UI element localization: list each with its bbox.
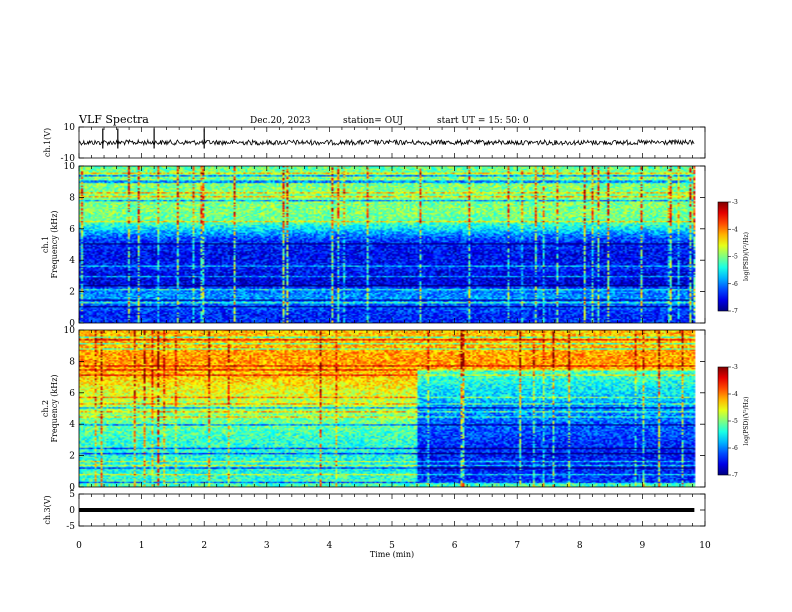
- ch1-trace: [78, 138, 695, 147]
- spectrogram-image: [79, 166, 705, 323]
- x-tick-label: 2: [201, 541, 207, 551]
- x-axis-label: Time (min): [370, 550, 414, 559]
- y-axis-label: Frequency (kHz): [50, 374, 59, 442]
- station-label: station= OUJ: [343, 116, 403, 126]
- y-tick-label: 0: [69, 483, 75, 493]
- x-tick-label: 10: [699, 541, 711, 551]
- y-tick-label: 6: [69, 225, 75, 235]
- y-tick-label: -10: [61, 154, 76, 164]
- y-axis-label: ch.3(V): [43, 495, 52, 524]
- y-tick-label: 10: [64, 162, 76, 172]
- y-tick-label: 8: [69, 193, 75, 203]
- colorbar-tick-label: -3: [732, 199, 738, 206]
- colorbar-tick-label: -4: [732, 391, 738, 398]
- ch1-spectrogram-panel: 0 2 4 6 8 10 ch.1 Frequency (kHz): [41, 162, 706, 329]
- y-tick-label: 2: [69, 452, 75, 462]
- colorbar-tick-label: -4: [732, 226, 738, 233]
- x-tick-label: 5: [389, 541, 395, 551]
- y-axis-label: ch.2: [41, 400, 50, 417]
- y-tick-label: 10: [64, 123, 76, 133]
- start-time-label: start UT = 15: 50: 0: [437, 116, 529, 126]
- x-tick-label: 6: [452, 541, 458, 551]
- colorbar-tick-label: -3: [732, 364, 738, 371]
- y-tick-label: 0: [69, 506, 75, 516]
- colorbar-label: log(PSD)(V²/Hz): [743, 232, 750, 281]
- y-axis-label: Frequency (kHz): [50, 210, 59, 278]
- ch2-colorbar: -3 -4 -5 -6 -7 log(PSD)(V²/Hz): [717, 364, 750, 479]
- colorbar-label: log(PSD)(V²/Hz): [743, 397, 750, 446]
- x-tick-label: 9: [640, 541, 646, 551]
- y-tick-label: 10: [64, 326, 76, 336]
- x-tick-label: 1: [139, 541, 145, 551]
- colorbar-tick-label: -7: [732, 472, 738, 479]
- y-tick-label: 4: [69, 420, 75, 430]
- date-label: Dec.20, 2023: [250, 116, 311, 126]
- x-tick-label: 7: [514, 541, 520, 551]
- y-tick-label: 6: [69, 389, 75, 399]
- ch3-waveform-panel: 5 0 -5 ch.3(V): [43, 490, 706, 532]
- ch1-colorbar: -3 -4 -5 -6 -7 log(PSD)(V²/Hz): [717, 199, 750, 315]
- y-tick-label: 2: [69, 288, 75, 298]
- colorbar-tick-label: -7: [732, 308, 738, 315]
- figure-title: VLF Spectra: [78, 113, 149, 126]
- colorbar-tick-label: -6: [732, 445, 738, 452]
- y-tick-label: 0: [69, 319, 75, 329]
- y-tick-label: 4: [69, 256, 75, 266]
- x-tick-label: 0: [76, 541, 82, 551]
- colorbar-tick-label: -5: [732, 254, 738, 261]
- colorbar-tick-label: -5: [732, 418, 738, 425]
- spectrogram-image: [79, 330, 705, 487]
- x-tick-label: 3: [264, 541, 270, 551]
- x-tick-label: 4: [327, 541, 333, 551]
- ch1-waveform-panel: 10 -10 ch.1(V): [43, 123, 706, 164]
- colorbar-scale: [717, 366, 729, 476]
- colorbar-scale: [717, 201, 729, 312]
- y-axis-label: ch.1: [41, 236, 50, 253]
- ch2-spectrogram-panel: 0 2 4 6 8 10 ch.2 Frequency (kHz): [41, 326, 706, 493]
- x-tick-label: 8: [577, 541, 583, 551]
- y-tick-label: -5: [66, 522, 75, 532]
- y-tick-label: 5: [69, 490, 75, 500]
- time-axis: 0 1 2 3 4 5 6 7 8 9 10: [76, 541, 711, 551]
- y-tick-label: 8: [69, 357, 75, 367]
- y-axis-label: ch.1(V): [43, 128, 52, 157]
- colorbar-tick-label: -6: [732, 281, 738, 288]
